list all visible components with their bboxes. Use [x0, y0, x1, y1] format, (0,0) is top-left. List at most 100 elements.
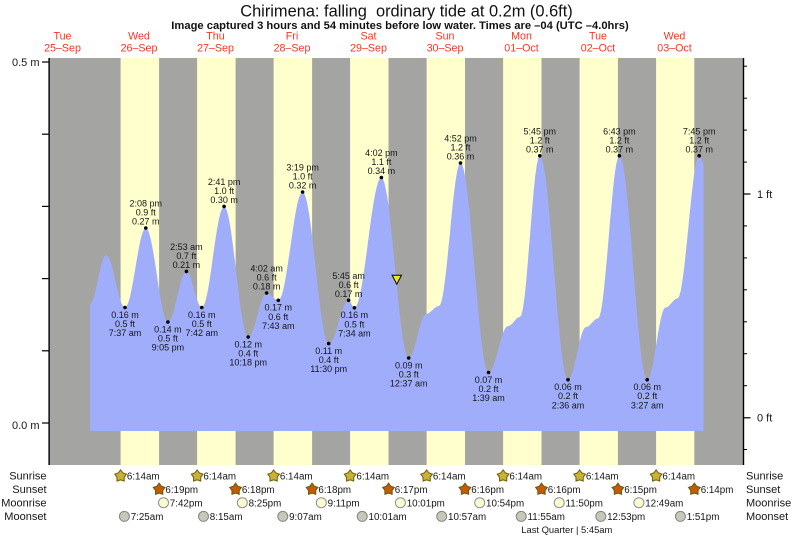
- svg-text:0.17 m: 0.17 m: [265, 303, 293, 313]
- svg-text:1:39 am: 1:39 am: [472, 393, 505, 403]
- svg-text:0.16 m: 0.16 m: [341, 310, 369, 320]
- svg-text:7:42pm: 7:42pm: [170, 498, 203, 509]
- svg-text:6:14am: 6:14am: [127, 472, 160, 483]
- svg-text:9:05 pm: 9:05 pm: [152, 343, 185, 353]
- svg-text:0.12 m: 0.12 m: [234, 339, 262, 349]
- svg-text:0.11 m: 0.11 m: [315, 346, 342, 356]
- svg-text:0.5 ft: 0.5 ft: [115, 319, 136, 329]
- svg-text:25–Sep: 25–Sep: [44, 43, 81, 55]
- svg-text:0.18 m: 0.18 m: [253, 282, 281, 292]
- svg-text:10:54pm: 10:54pm: [486, 498, 524, 509]
- svg-text:7:34 am: 7:34 am: [338, 328, 371, 338]
- svg-text:12:53pm: 12:53pm: [607, 512, 645, 523]
- svg-text:8:25pm: 8:25pm: [249, 498, 282, 509]
- svg-text:0.21 m: 0.21 m: [173, 260, 201, 270]
- svg-text:0.27 m: 0.27 m: [132, 217, 160, 227]
- svg-text:0.37 m: 0.37 m: [606, 144, 634, 154]
- svg-text:6:15pm: 6:15pm: [624, 485, 657, 496]
- svg-text:12:49am: 12:49am: [645, 498, 683, 509]
- svg-text:0.9 ft: 0.9 ft: [136, 208, 157, 218]
- svg-text:Sunset: Sunset: [746, 484, 780, 496]
- svg-text:0.14 m: 0.14 m: [154, 324, 182, 334]
- svg-text:7:43 am: 7:43 am: [262, 321, 295, 331]
- svg-text:0.07 m: 0.07 m: [475, 375, 503, 385]
- svg-text:0.30 m: 0.30 m: [210, 195, 238, 205]
- svg-text:0.32 m: 0.32 m: [289, 181, 317, 191]
- svg-text:7:42 am: 7:42 am: [186, 328, 219, 338]
- svg-text:1.2 ft: 1.2 ft: [609, 135, 630, 145]
- svg-text:Sat: Sat: [360, 31, 376, 43]
- svg-text:7:45 pm: 7:45 pm: [683, 127, 716, 137]
- svg-text:6:14am: 6:14am: [433, 472, 466, 483]
- svg-text:6:18pm: 6:18pm: [318, 485, 351, 496]
- svg-text:2:36 am: 2:36 am: [552, 400, 585, 410]
- svg-text:Wed: Wed: [664, 31, 686, 43]
- svg-text:6:19pm: 6:19pm: [165, 485, 198, 496]
- svg-text:01–Oct: 01–Oct: [504, 43, 538, 55]
- svg-text:Sunrise: Sunrise: [746, 471, 783, 483]
- svg-text:6:18pm: 6:18pm: [242, 485, 275, 496]
- svg-text:6:14am: 6:14am: [356, 472, 389, 483]
- svg-text:0.06 m: 0.06 m: [633, 382, 661, 392]
- svg-text:0.4 ft: 0.4 ft: [319, 355, 340, 365]
- svg-text:Thu: Thu: [206, 31, 224, 43]
- svg-text:6:43 pm: 6:43 pm: [603, 127, 636, 137]
- svg-text:0.34 m: 0.34 m: [368, 166, 396, 176]
- svg-text:11:50pm: 11:50pm: [566, 498, 603, 509]
- svg-text:30–Sep: 30–Sep: [427, 43, 464, 55]
- svg-text:Mon: Mon: [511, 31, 532, 43]
- svg-text:6:14am: 6:14am: [280, 472, 313, 483]
- svg-text:1:51pm: 1:51pm: [687, 512, 720, 523]
- svg-text:1 ft: 1 ft: [757, 189, 772, 201]
- svg-text:2:53 am: 2:53 am: [170, 242, 203, 252]
- svg-text:0.2 ft: 0.2 ft: [637, 391, 658, 401]
- svg-text:1.1 ft: 1.1 ft: [371, 157, 392, 167]
- svg-text:Moonrise: Moonrise: [746, 497, 791, 509]
- svg-text:0.37 m: 0.37 m: [526, 144, 554, 154]
- svg-text:5:45 am: 5:45 am: [332, 271, 365, 281]
- svg-text:0.09 m: 0.09 m: [395, 360, 423, 370]
- svg-text:1.0 ft: 1.0 ft: [214, 186, 235, 196]
- svg-text:Tue: Tue: [589, 31, 607, 43]
- svg-text:0.5 ft: 0.5 ft: [158, 334, 179, 344]
- svg-text:6:14am: 6:14am: [586, 472, 619, 483]
- svg-text:02–Oct: 02–Oct: [581, 43, 615, 55]
- svg-text:Moonrise: Moonrise: [1, 497, 46, 509]
- svg-text:Sunrise: Sunrise: [9, 471, 46, 483]
- svg-text:Moonset: Moonset: [746, 511, 788, 523]
- svg-text:6:17pm: 6:17pm: [395, 485, 428, 496]
- svg-text:0.6 ft: 0.6 ft: [257, 273, 278, 283]
- svg-text:Image captured 3 hours and 54: Image captured 3 hours and 54 minutes be…: [171, 20, 629, 32]
- svg-text:Fri: Fri: [286, 31, 298, 43]
- svg-text:0 ft: 0 ft: [757, 413, 772, 425]
- svg-text:0.0 m: 0.0 m: [12, 420, 40, 432]
- svg-text:0.6 ft: 0.6 ft: [268, 312, 289, 322]
- svg-text:0.16 m: 0.16 m: [111, 310, 139, 320]
- svg-text:10:01pm: 10:01pm: [407, 498, 445, 509]
- svg-text:10:01am: 10:01am: [369, 512, 407, 523]
- svg-text:0.5 ft: 0.5 ft: [344, 319, 365, 329]
- svg-text:0.16 m: 0.16 m: [188, 310, 216, 320]
- svg-text:2:08 pm: 2:08 pm: [130, 199, 163, 209]
- svg-text:6:14am: 6:14am: [203, 472, 236, 483]
- svg-text:29–Sep: 29–Sep: [350, 43, 387, 55]
- svg-text:6:14am: 6:14am: [662, 472, 695, 483]
- svg-text:0.3 ft: 0.3 ft: [399, 370, 420, 380]
- svg-text:11:55am: 11:55am: [528, 512, 565, 523]
- svg-text:0.4 ft: 0.4 ft: [238, 349, 259, 359]
- svg-text:10:57am: 10:57am: [448, 512, 486, 523]
- svg-text:6:16pm: 6:16pm: [548, 485, 581, 496]
- svg-text:6:14am: 6:14am: [509, 472, 542, 483]
- svg-text:7:25am: 7:25am: [131, 512, 164, 523]
- svg-text:8:15am: 8:15am: [210, 512, 243, 523]
- svg-text:12:37 am: 12:37 am: [390, 379, 428, 389]
- svg-text:11:30 pm: 11:30 pm: [310, 364, 347, 374]
- svg-text:7:37 am: 7:37 am: [109, 328, 142, 338]
- svg-text:2:41 pm: 2:41 pm: [208, 177, 241, 187]
- svg-text:Wed: Wed: [128, 31, 150, 43]
- svg-text:Sun: Sun: [435, 31, 454, 43]
- svg-text:Chirimena: falling ordinary t: Chirimena: falling ordinary tide at 0.2m…: [240, 2, 573, 20]
- svg-text:26–Sep: 26–Sep: [121, 43, 158, 55]
- svg-text:5:45 pm: 5:45 pm: [524, 127, 557, 137]
- svg-text:1.2 ft: 1.2 ft: [689, 135, 710, 145]
